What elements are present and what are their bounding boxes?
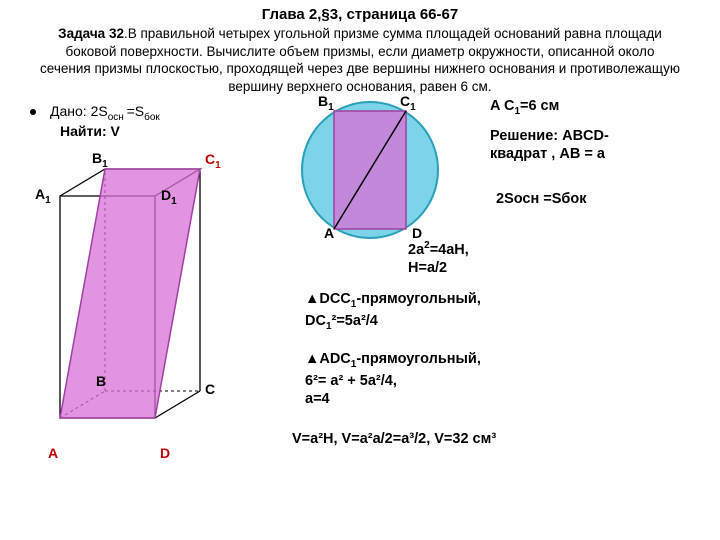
circ-label-B1: B1 bbox=[318, 93, 334, 113]
header: Глава 2,§3, страница 66-67 Задача 32.В п… bbox=[0, 0, 720, 95]
chapter-title: Глава 2,§3, страница 66-67 bbox=[40, 6, 680, 23]
label-D: D bbox=[160, 445, 170, 461]
given-sub1: осн bbox=[108, 112, 127, 123]
circ-label-D: D bbox=[412, 225, 422, 241]
ac1-line: A C1=6 см bbox=[490, 97, 559, 118]
task-body: .В правильной четырех угольной призме су… bbox=[40, 26, 680, 94]
circ-label-C1: C1 bbox=[400, 93, 416, 113]
circ-label-A: A bbox=[324, 225, 334, 241]
label-C1: C1 bbox=[205, 151, 221, 171]
label-B: B bbox=[96, 373, 106, 389]
solution-line2: 2Sосн =Sбок bbox=[496, 190, 586, 208]
given-eq: =S bbox=[127, 103, 145, 119]
problem-text: Задача 32.В правильной четырех угольной … bbox=[40, 25, 680, 95]
given-sub2: бок bbox=[144, 112, 160, 123]
final-line: V=a²H, V=a²a/2=a³/2, V=32 см³ bbox=[292, 430, 496, 448]
label-B1: B1 bbox=[92, 150, 108, 170]
find-line: Найти: V bbox=[60, 123, 120, 139]
label-A: A bbox=[48, 445, 58, 461]
content-area: Дано: 2Sосн =Sбок Найти: V A B C D A1 B1… bbox=[0, 95, 720, 515]
tri-adc1: ▲ADC1-прямоугольный, 6²= a² + 5a²/4, a=4 bbox=[305, 350, 565, 408]
prism-figure bbox=[40, 153, 250, 448]
section-circle-figure bbox=[290, 95, 450, 245]
solution-line3: 2a2=4aH,H=a/2 bbox=[408, 240, 469, 277]
label-A1: A1 bbox=[35, 186, 51, 206]
given-prefix: Дано: 2S bbox=[50, 103, 108, 119]
solution-line1: Решение: ABCD-квадрат , AB = a bbox=[490, 127, 700, 163]
label-C: C bbox=[205, 381, 215, 397]
task-number: Задача 32 bbox=[58, 26, 124, 41]
bullet-icon bbox=[30, 109, 36, 115]
given-line: Дано: 2Sосн =Sбок bbox=[30, 103, 160, 123]
label-D1: D1 bbox=[161, 187, 177, 207]
tri-dcc1: ▲DCC1-прямоугольный, DC1²=5a²/4 bbox=[305, 290, 565, 333]
